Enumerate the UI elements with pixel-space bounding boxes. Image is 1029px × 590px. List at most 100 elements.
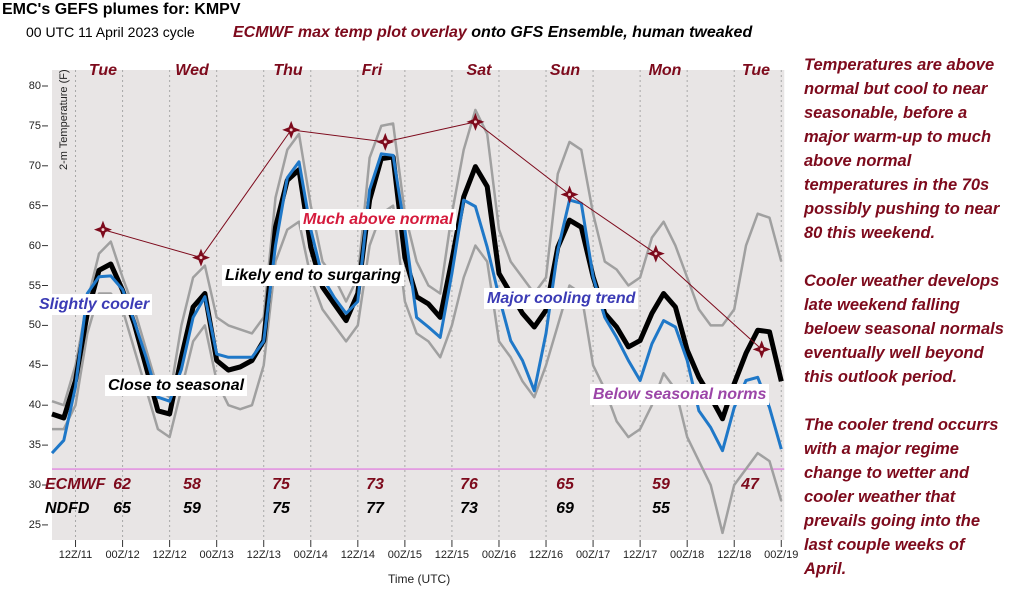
ndfd-value: 77 [366,500,384,517]
cycle-label: 00 UTC 11 April 2023 cycle [26,24,195,40]
day-label: Tue [88,62,118,79]
y-tick-label: 80 [28,80,41,92]
y-tick-label: 40 [28,399,41,412]
plot-background [52,70,785,540]
x-tick-label: 00Z/19 [764,549,799,561]
annotation: Major cooling trend [484,288,639,309]
x-tick-label: 12Z/17 [623,549,658,561]
x-tick-label: 12Z/12 [152,549,187,561]
annotation: Below seasonal norms [590,384,770,405]
discussion-line: beloew seasonal normals [804,320,1004,338]
ecmwf-value: 73 [366,476,384,493]
discussion-line: above normal [804,152,912,170]
discussion-line: seasonable, before a [804,104,968,122]
x-tick-label: 12Z/14 [340,549,375,561]
day-label: Sun [549,62,581,79]
discussion-line: prevails going into the [804,512,981,530]
discussion-line: change to wetter and [804,464,970,482]
ecmwf-marker-center [654,252,658,256]
x-tick-label: 12Z/18 [717,549,752,561]
ecmwf-marker-center [289,128,293,132]
discussion-line: last couple weeks of [804,536,965,554]
x-axis-label: Time (UTC) [388,572,451,586]
annotation: Likely end to surgaring [222,265,405,286]
ndfd-value: 55 [652,500,670,517]
ndfd-value: 73 [460,500,478,517]
ecmwf-marker-center [101,228,105,232]
y-tick-label: 25 [28,518,41,531]
y-tick-label: 70 [28,159,41,172]
discussion-line: this outlook period. [804,368,958,386]
y-tick-label: 75 [28,119,41,132]
ecmwf-value: 58 [183,476,201,493]
y-tick-label: 35 [28,439,41,452]
forecast-discussion: Temperatures are above normal but cool to… [804,53,1004,581]
overlay-title-red: ECMWF max temp plot overlay [233,24,467,41]
discussion-line: temperatures in the 70s [804,176,990,194]
discussion-line: April. [804,560,847,578]
annotation: Slightly cooler [36,294,153,315]
y-tick-label: 30 [28,479,41,491]
discussion-line [804,389,1004,413]
x-tick-label: 00Z/13 [199,549,234,561]
x-tick-label: 12Z/16 [528,549,564,561]
discussion-line: possibly pushing to near [804,200,1000,218]
overlay-title-black: onto GFS Ensemble, human tweaked [466,24,753,41]
day-label: Wed [175,62,209,79]
ecmwf-marker-center [383,140,387,144]
annotation: Much above normal [300,209,457,230]
ecmwf-marker-center [568,193,572,197]
annotation: Close to seasonal [105,375,248,396]
ecmwf-marker-center [473,120,477,124]
x-tick-label: 12Z/11 [58,549,93,561]
discussion-line: Cooler weather develops [804,272,1000,290]
x-tick-label: 00Z/15 [387,549,422,561]
y-tick-label: 55 [28,279,41,292]
discussion-line: cooler weather that [804,488,956,506]
discussion-line: The cooler trend occurrs [804,416,999,434]
ndfd-value: 59 [183,500,201,517]
y-tick-label: 65 [28,199,41,212]
ndfd-value: 65 [113,500,131,517]
ecmwf-value: 59 [652,476,670,493]
discussion-line: with a major regime [804,440,959,458]
discussion-line: Temperatures are above [804,56,995,74]
discussion-line: late weekend falling [804,296,960,314]
x-tick-label: 00Z/14 [293,549,328,561]
ecmwf-max-line [102,121,763,350]
x-tick-label: 12Z/15 [434,549,470,561]
member-lower-line [52,204,783,535]
y-axis-label: 2-m Temperature (F) [58,69,70,170]
discussion-line: major warm-up to much [804,128,992,146]
y-tick-label: 60 [28,239,41,252]
ecmwf-marker-center [199,256,203,260]
ecmwf-value: 47 [741,476,759,493]
ndfd-value: 75 [272,500,290,517]
x-tick-label: 00Z/16 [481,549,517,561]
day-label: Fri [361,62,383,79]
discussion-line: eventually well beyond [804,344,984,362]
y-tick-label: 50 [28,319,41,332]
ecmwf-marker-center [760,347,764,351]
member-upper-line [51,108,783,407]
ecmwf-value: 76 [460,476,478,493]
ecmwf-value: 62 [113,476,131,493]
ndfd-row-label: NDFD [45,500,90,517]
discussion-line: normal but cool to near [804,80,988,98]
day-label: Mon [648,62,682,79]
day-label: Tue [741,62,771,79]
ecmwf-value: 65 [556,476,574,493]
day-label: Thu [273,62,303,79]
day-label: Sat [466,62,492,79]
x-tick-label: 00Z/12 [105,549,140,561]
x-tick-label: 00Z/17 [575,549,611,561]
x-tick-label: 12Z/13 [246,549,281,561]
x-tick-label: 00Z/18 [670,549,705,561]
discussion-line: 80 this weekend. [804,224,936,242]
chart-title: EMC's GEFS plumes for: KMPV [2,1,241,18]
overlay-title: ECMWF max temp plot overlay onto GFS Ens… [233,24,752,42]
ecmwf-value: 75 [272,476,290,493]
discussion-line [804,245,1004,269]
